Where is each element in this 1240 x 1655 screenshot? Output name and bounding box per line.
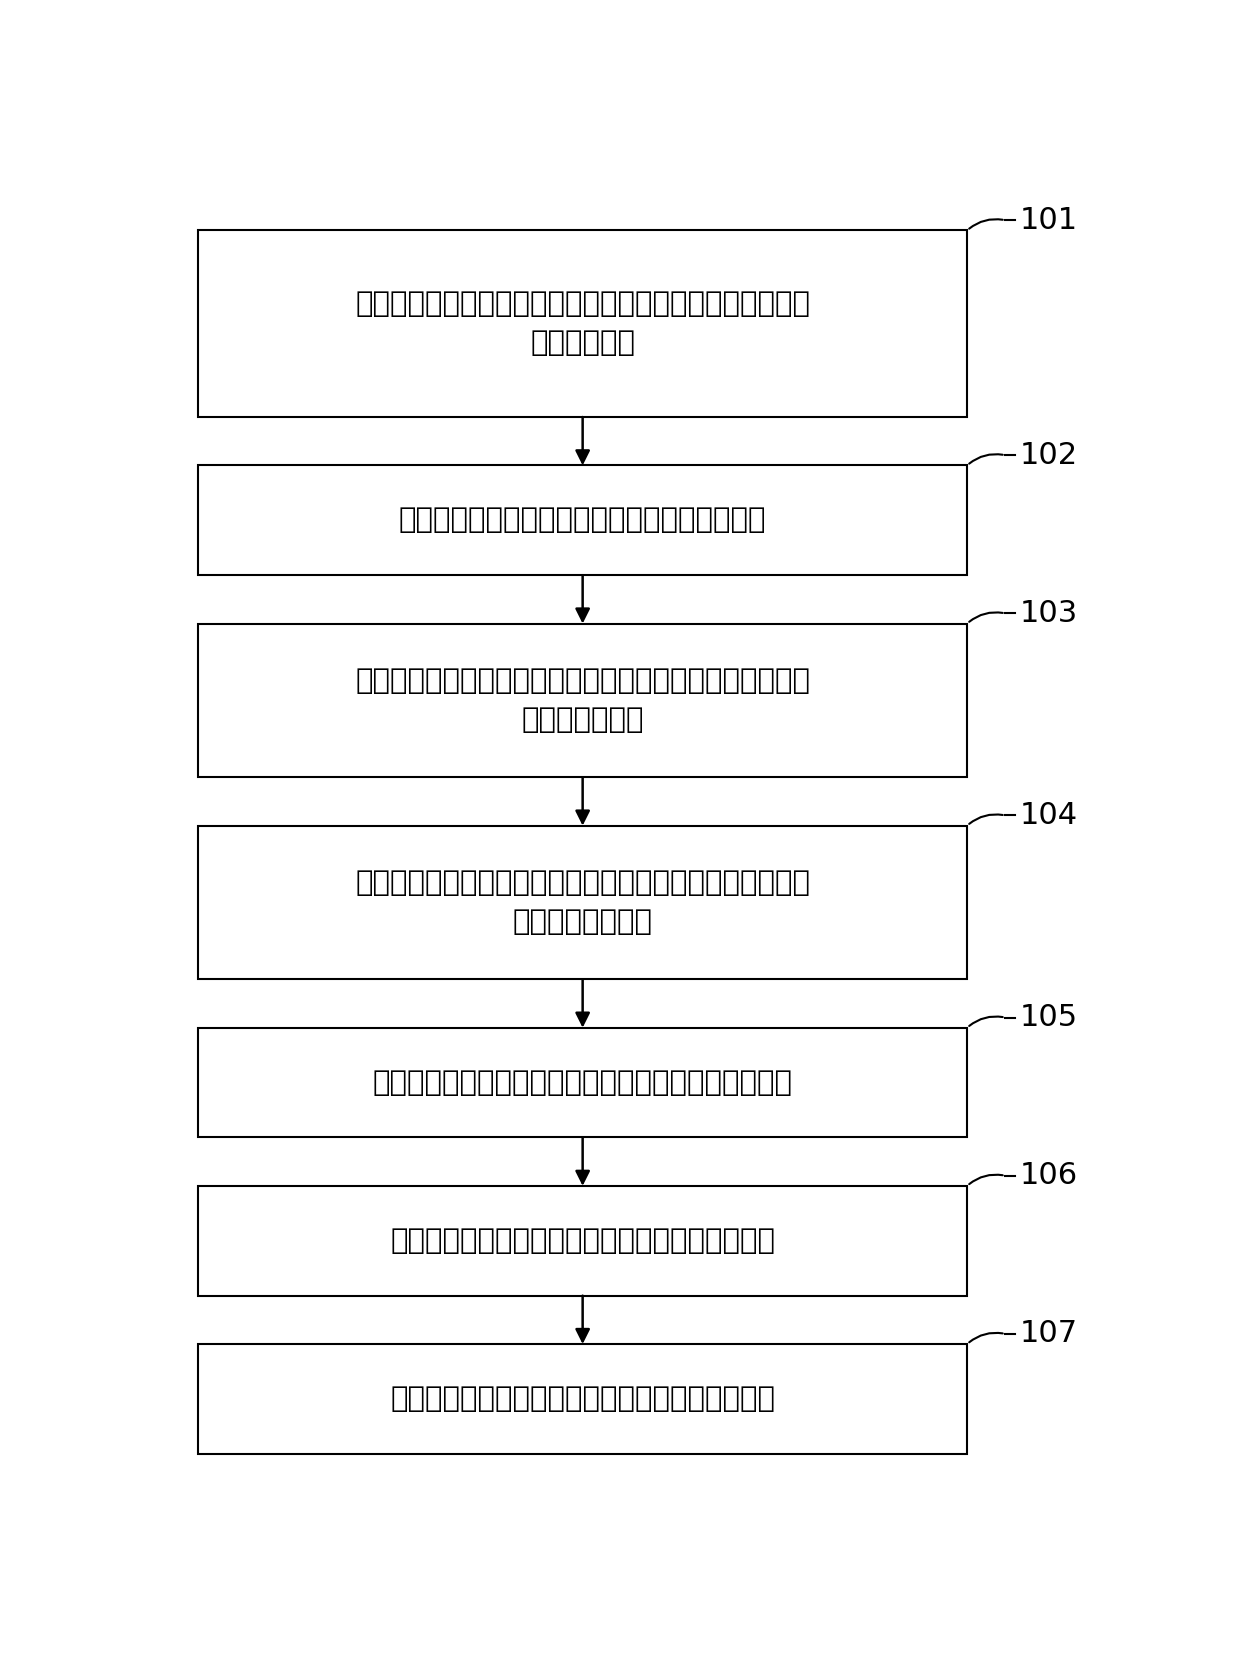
Bar <box>198 230 967 417</box>
Text: 根据预设的视点位置对沙盘空间模型进行立体投影校正: 根据预设的视点位置对沙盘空间模型进行立体投影校正 <box>373 1069 792 1097</box>
Text: 102: 102 <box>1019 440 1078 470</box>
Text: 107: 107 <box>1019 1319 1078 1349</box>
Text: 106: 106 <box>1019 1162 1078 1190</box>
Text: 基于校正后的沙盘空间模型生成四幕投影显示数据: 基于校正后的沙盘空间模型生成四幕投影显示数据 <box>391 1226 775 1254</box>
Bar <box>198 1028 967 1137</box>
Bar <box>198 1187 967 1296</box>
Bar <box>198 826 967 980</box>
Text: 104: 104 <box>1019 801 1078 831</box>
Text: 基于裁切后的数字高程模型和数字正射影像图进行影像纹理
和起伏网格处理: 基于裁切后的数字高程模型和数字正射影像图进行影像纹理 和起伏网格处理 <box>355 667 810 733</box>
Text: 将处理后的瓦片状数字高程模型和数字正射影像图进行合并
构建沙盘空间模型: 将处理后的瓦片状数字高程模型和数字正射影像图进行合并 构建沙盘空间模型 <box>355 869 810 937</box>
Text: 105: 105 <box>1019 1003 1078 1033</box>
Bar <box>198 465 967 576</box>
Text: 101: 101 <box>1019 205 1078 235</box>
Text: 基于航空扫描影像制作待沙盘构建区域的数字高程模型和数
字正射影像图: 基于航空扫描影像制作待沙盘构建区域的数字高程模型和数 字正射影像图 <box>355 290 810 357</box>
Text: 将四幕投影显示数据发送至四幕投影设备进行显示: 将四幕投影显示数据发送至四幕投影设备进行显示 <box>391 1385 775 1413</box>
Bar <box>198 624 967 778</box>
Text: 103: 103 <box>1019 599 1078 627</box>
Bar <box>198 1344 967 1453</box>
Text: 对数字高程模型和数字正射影像图进行瓦片裁切: 对数字高程模型和数字正射影像图进行瓦片裁切 <box>399 506 766 535</box>
